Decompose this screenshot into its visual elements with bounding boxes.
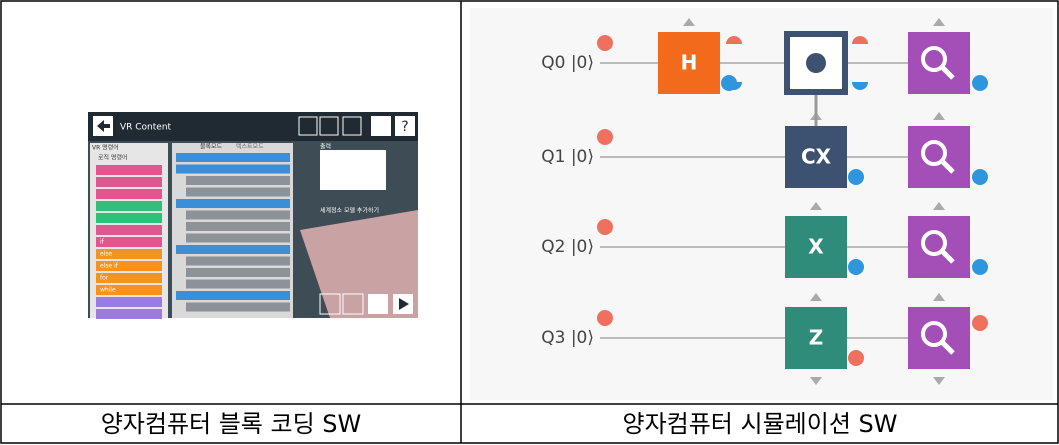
code-row [186,256,290,266]
measure-gate [908,216,970,278]
output-dot [972,169,988,185]
magnifier [921,140,947,166]
measure-gate [908,126,970,188]
code-row [186,233,290,243]
block-label: else [100,251,112,258]
gate [785,126,847,188]
input-dot [597,129,613,145]
half-dot [852,36,868,44]
tab: 텍스트모드 [236,144,264,151]
magnifier [921,46,947,72]
code-block [96,213,162,223]
arrow [810,293,822,301]
magnifier-handle [940,65,955,80]
code-row [186,176,290,185]
code-block [96,297,162,307]
arrow [933,202,945,210]
code-block [96,249,162,259]
arrow [810,202,822,210]
code-block [96,237,162,247]
code-block [96,177,162,187]
block-label: for [100,275,109,282]
code-row [176,291,290,300]
panel-label: VR 명령어 [92,144,119,152]
code-row [176,153,290,162]
control-dot [806,53,826,73]
output-dot [848,350,864,366]
arrow [933,377,945,385]
status-text: 세계정소 모델 추가하기 [320,207,379,215]
block-coding-screenshot: VR Content ? VR 명령어 로직 명령어 if else else if… [88,112,418,319]
input-dot [597,35,613,51]
gate [658,32,720,94]
code-block [96,261,162,271]
arrow [810,377,822,385]
qubit-label: Q2 |0⟩ [541,237,594,257]
code-row [186,210,290,220]
code-block [96,201,162,211]
magnifier-handle [940,340,955,355]
block-label: if [100,239,105,246]
half-dot [852,82,868,90]
caption: 양자컴퓨터 블록 코딩 SW [101,410,362,438]
gate-label: X [808,235,824,259]
code-block [96,189,162,199]
magnifier [921,230,947,256]
block-label: while [100,287,116,294]
block-label: else if [100,263,119,270]
output-dot [972,259,988,275]
measure-gate [908,307,970,369]
input-dot [597,310,613,326]
arrow [933,293,945,301]
code-row [186,222,290,231]
code-row [176,164,290,174]
gate-label: Z [809,326,824,350]
qubit-label: Q1 |0⟩ [541,147,594,167]
svg-text:?: ? [401,119,408,135]
caption: 양자컴퓨터 시뮬레이션 SW [622,410,897,438]
code-row [186,268,290,277]
arrow [933,112,945,120]
code-block [96,225,162,235]
code-block [96,165,162,175]
gate-label: H [681,51,698,75]
code-row [186,279,290,289]
measure-gate [908,32,970,94]
code-block [96,273,162,283]
half-dot [726,36,742,44]
code-row [186,302,290,312]
magnifier [921,321,947,347]
output-dot [848,259,864,275]
group-label: 로직 명령어 [98,154,128,162]
arrow [933,18,945,26]
gate [785,307,847,369]
output-dot [972,315,988,331]
input-dot [597,219,613,235]
code-row [186,187,290,197]
tab: 블록모드 [200,144,223,151]
gate-label: CX [801,145,832,169]
code-block [96,285,162,295]
gate [785,216,847,278]
arrow [683,18,695,26]
magnifier-handle [940,249,955,264]
output-label: 출력 [320,143,331,151]
qubit-label: Q3 |0⟩ [541,328,594,348]
half-dot [726,82,742,90]
app-title: VR Content [120,123,172,133]
code-row [176,199,290,208]
qubit-label: Q0 |0⟩ [541,53,594,73]
code-row [176,245,290,254]
output-dot [972,75,988,91]
magnifier-handle [940,159,955,174]
output-dot [848,169,864,185]
code-block [96,309,162,319]
